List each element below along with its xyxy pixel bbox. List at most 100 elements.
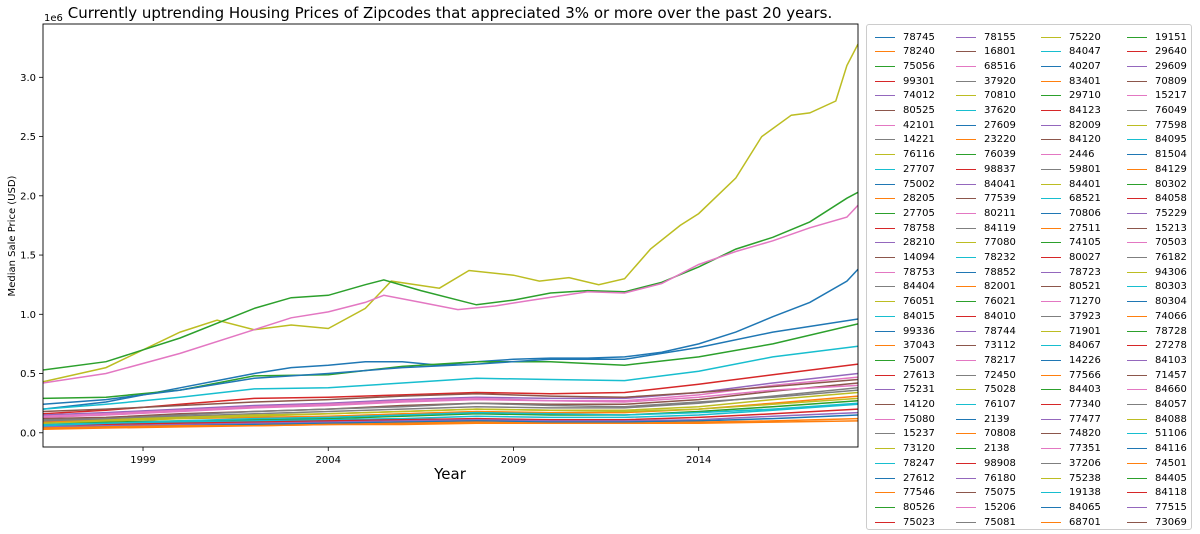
- legend-swatch: [875, 418, 895, 420]
- legend-label: 84065: [1069, 501, 1101, 513]
- legend-item-14120: 14120: [875, 398, 935, 412]
- legend-swatch: [875, 477, 895, 479]
- legend-swatch: [875, 271, 895, 273]
- legend-swatch: [956, 271, 976, 273]
- legend-item-40207: 40207: [1041, 59, 1101, 73]
- legend-swatch: [1127, 301, 1147, 303]
- legend-item-77351: 77351: [1041, 442, 1101, 456]
- legend-label: 84405: [1155, 472, 1187, 484]
- legend-item-14094: 14094: [875, 251, 935, 265]
- legend-label: 37206: [1069, 457, 1101, 469]
- series-line-42101: [43, 345, 858, 410]
- legend-label: 71457: [1155, 369, 1187, 381]
- legend-swatch: [875, 212, 895, 214]
- legend-label: 77477: [1069, 413, 1101, 425]
- legend-label: 37920: [984, 75, 1016, 87]
- legend-label: 59801: [1069, 163, 1101, 175]
- legend-label: 29609: [1155, 60, 1187, 72]
- legend-label: 84660: [1155, 384, 1187, 396]
- legend-item-16801: 16801: [956, 45, 1016, 59]
- legend-item-84118: 84118: [1127, 486, 1187, 500]
- legend-label: 75023: [903, 516, 935, 528]
- legend-label: 74105: [1069, 237, 1101, 249]
- y-tick-label: 1.0: [20, 310, 36, 321]
- legend-swatch: [875, 359, 895, 361]
- legend-swatch: [1127, 80, 1147, 82]
- legend-swatch: [1127, 51, 1147, 53]
- legend-label: 80521: [1069, 281, 1101, 293]
- legend-item-84119: 84119: [956, 221, 1016, 235]
- legend-label: 83401: [1069, 75, 1101, 87]
- legend-item-78217: 78217: [956, 353, 1016, 367]
- legend-swatch: [1041, 477, 1061, 479]
- legend-label: 84010: [984, 310, 1016, 322]
- legend-swatch: [875, 301, 895, 303]
- x-tick-label: 2014: [686, 455, 711, 466]
- series-line-14094: [43, 403, 858, 426]
- legend-swatch: [875, 389, 895, 391]
- legend-swatch: [1041, 315, 1061, 317]
- legend-swatch: [1041, 257, 1061, 258]
- legend-item-68521: 68521: [1041, 192, 1101, 206]
- legend-label: 27705: [903, 207, 935, 219]
- legend-item-2446: 2446: [1041, 148, 1094, 162]
- legend-label: 80303: [1155, 281, 1187, 293]
- legend-label: 70809: [1155, 75, 1187, 87]
- legend-swatch: [1041, 242, 1061, 244]
- legend-item-74820: 74820: [1041, 427, 1101, 441]
- legend-swatch: [956, 492, 976, 494]
- legend-label: 15206: [984, 501, 1016, 513]
- legend-label: 27278: [1155, 340, 1187, 352]
- legend-swatch: [1041, 139, 1061, 141]
- x-axis-label: Year: [433, 465, 467, 483]
- legend-item-84015: 84015: [875, 309, 935, 323]
- legend-swatch: [1041, 227, 1061, 229]
- legend-label: 75080: [903, 413, 935, 425]
- legend-swatch: [875, 462, 895, 464]
- legend-item-99336: 99336: [875, 324, 935, 338]
- legend-label: 14221: [903, 134, 935, 146]
- legend-swatch: [875, 286, 895, 288]
- legend-label: 74066: [1155, 310, 1187, 322]
- legend-swatch: [1041, 110, 1061, 111]
- legend-label: 27511: [1069, 222, 1101, 234]
- legend-item-23220: 23220: [956, 133, 1016, 147]
- legend-swatch: [1041, 359, 1061, 361]
- legend-swatch: [875, 345, 895, 347]
- legend-swatch: [1041, 389, 1061, 391]
- legend-label: 76039: [984, 149, 1016, 161]
- series-line-84015: [43, 417, 858, 430]
- legend-swatch: [956, 404, 976, 405]
- legend-swatch: [956, 36, 976, 38]
- legend-label: 80525: [903, 105, 935, 116]
- legend-swatch: [875, 65, 895, 67]
- legend-swatch: [1127, 462, 1147, 464]
- legend-swatch: [875, 139, 895, 141]
- legend-swatch: [875, 330, 895, 332]
- legend-label: 77340: [1069, 399, 1101, 410]
- legend-label: 78745: [903, 31, 935, 43]
- legend-swatch: [875, 154, 895, 156]
- legend-item-71457: 71457: [1127, 368, 1187, 382]
- legend-swatch: [1127, 110, 1147, 111]
- legend-label: 73120: [903, 443, 935, 455]
- legend-item-82009: 82009: [1041, 118, 1101, 132]
- legend-item-19138: 19138: [1041, 486, 1101, 500]
- legend-label: 78852: [984, 266, 1016, 278]
- legend-label: 27612: [903, 472, 935, 484]
- legend-item-28210: 28210: [875, 236, 935, 250]
- legend-item-77080: 77080: [956, 236, 1016, 250]
- legend-label: 75002: [903, 178, 935, 190]
- legend-swatch: [1127, 95, 1147, 97]
- legend-label: 77080: [984, 237, 1016, 249]
- legend-item-78723: 78723: [1041, 265, 1101, 279]
- legend-item-98908: 98908: [956, 456, 1016, 470]
- legend-swatch: [875, 242, 895, 244]
- legend-item-77515: 77515: [1127, 500, 1187, 514]
- legend: 78745 78240 75056 99301 74012 80525 42101 14221…: [866, 24, 1192, 530]
- legend-label: 75056: [903, 60, 935, 72]
- legend-item-76180: 76180: [956, 471, 1016, 485]
- legend-item-84103: 84103: [1127, 353, 1187, 367]
- y-offset-label: 1e6: [44, 13, 63, 24]
- legend-swatch: [956, 154, 976, 156]
